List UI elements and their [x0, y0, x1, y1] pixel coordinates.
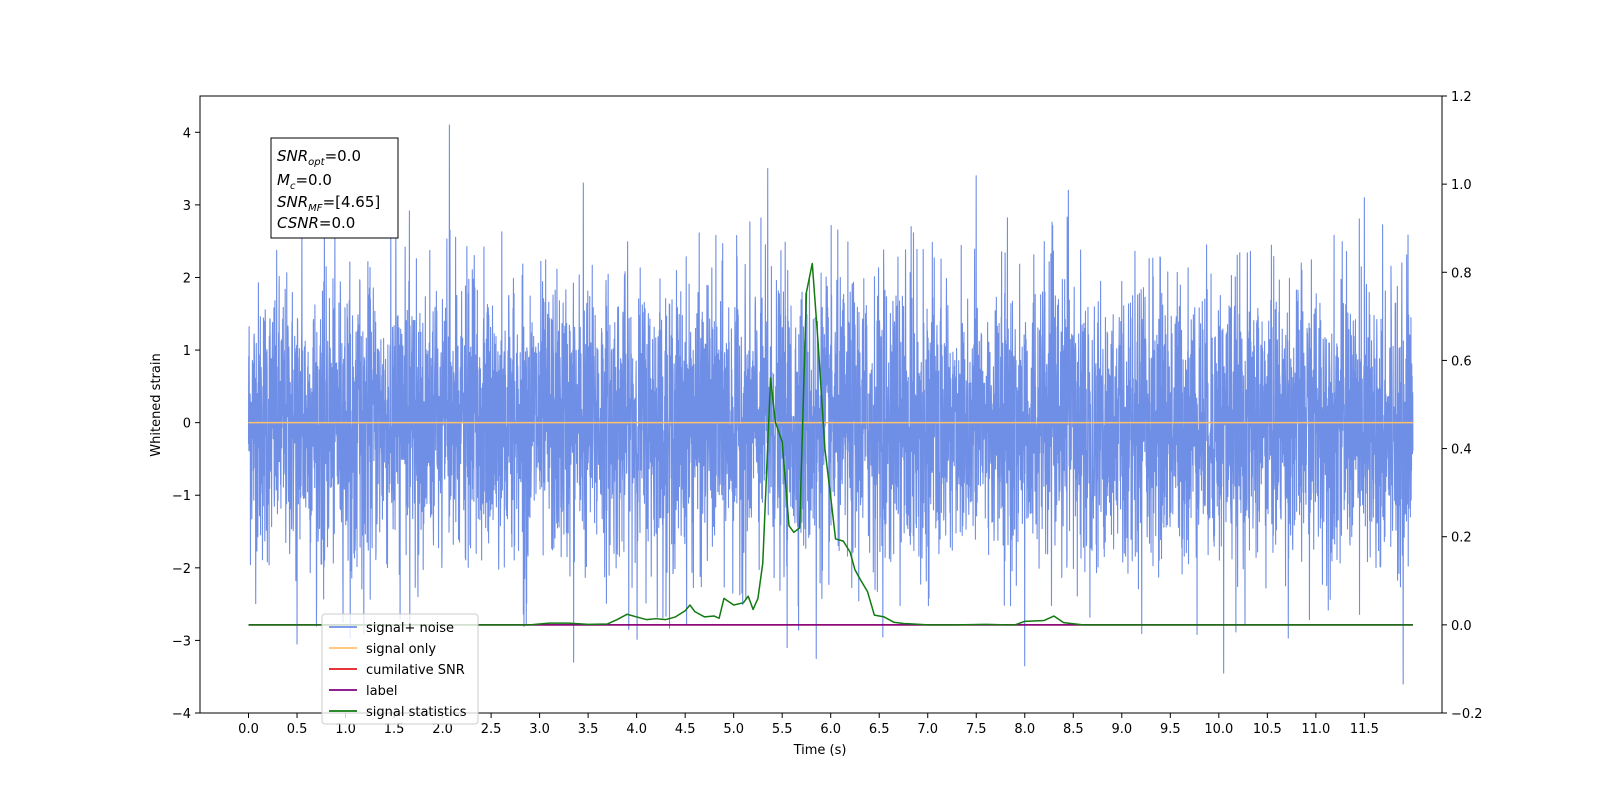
annotation-line-csnr: CSNR=0.0	[277, 214, 355, 232]
x-tick-label: 3.5	[578, 722, 599, 737]
x-tick-label: 2.5	[481, 722, 502, 737]
x-tick-label: 7.5	[966, 722, 987, 737]
y-tick-label: 4	[183, 126, 191, 141]
y-tick-label: −4	[172, 707, 191, 722]
annotation-line-snr-mf: SNRMF=[4.65]	[277, 193, 380, 214]
y-tick-label: 3	[183, 199, 191, 214]
x-tick-label: 9.0	[1111, 722, 1132, 737]
x-tick-label: 7.0	[917, 722, 938, 737]
x-tick-label: 5.0	[723, 722, 744, 737]
x-tick-label: 0.5	[287, 722, 308, 737]
x-tick-label: 2.0	[432, 722, 453, 737]
y-tick-label: −1	[172, 489, 191, 504]
x-axis-label: Time (s)	[793, 743, 847, 758]
x-tick-label: 3.0	[529, 722, 550, 737]
annotation-box: SNRopt=0.0 Mc=0.0 SNRMF=[4.65] CSNR=0.0	[270, 137, 399, 239]
y-axis-label: Whitened strain	[149, 353, 164, 456]
y-tick-label: −3	[172, 634, 191, 649]
legend-label-label: label	[366, 684, 397, 699]
x-tick-label: 6.5	[869, 722, 890, 737]
legend-label-signal-only: signal only	[366, 642, 436, 657]
x-tick-label: 11.0	[1301, 722, 1330, 737]
legend-label-signal-statistics: signal statistics	[366, 705, 467, 720]
legend-label-cumilative-snr: cumilative SNR	[366, 663, 465, 678]
x-tick-label: 10.0	[1204, 722, 1233, 737]
x-tick-label: 4.0	[626, 722, 647, 737]
y2-tick-label: 0.0	[1451, 619, 1472, 634]
y2-tick-label: 0.4	[1451, 443, 1472, 458]
x-tick-label: 4.5	[675, 722, 696, 737]
series-line-signal-noise	[247, 124, 1414, 685]
x-tick-label: 11.5	[1350, 722, 1379, 737]
series-line-signal-statistics	[248, 262, 1413, 626]
annotation-line-snr-opt: SNRopt=0.0	[277, 147, 361, 168]
y2-tick-label: 0.8	[1451, 266, 1472, 281]
y-tick-label: 2	[183, 271, 191, 286]
x-tick-label: 8.0	[1014, 722, 1035, 737]
y2-tick-label: 1.0	[1451, 178, 1472, 193]
plot-frame	[199, 95, 1443, 714]
y2-tick-label: −0.2	[1451, 707, 1483, 722]
y-tick-label: −2	[172, 562, 191, 577]
x-tick-label: 5.5	[772, 722, 793, 737]
x-tick-label: 1.5	[384, 722, 405, 737]
legend-label-signal-noise: signal+ noise	[366, 621, 454, 636]
x-tick-label: 1.0	[335, 722, 356, 737]
x-tick-label: 0.0	[238, 722, 259, 737]
x-tick-label: 6.0	[820, 722, 841, 737]
legend: signal+ noise signal only cumilative SNR la…	[321, 613, 479, 725]
y-tick-label: 0	[183, 417, 191, 432]
x-tick-label: 10.5	[1253, 722, 1282, 737]
y-tick-label: 1	[183, 344, 191, 359]
y2-tick-label: 1.2	[1451, 90, 1472, 105]
x-tick-label: 9.5	[1160, 722, 1181, 737]
y2-tick-label: 0.6	[1451, 354, 1472, 369]
x-tick-label: 8.5	[1063, 722, 1084, 737]
annotation-line-mc: Mc=0.0	[277, 171, 332, 192]
y2-tick-label: 0.2	[1451, 531, 1472, 546]
